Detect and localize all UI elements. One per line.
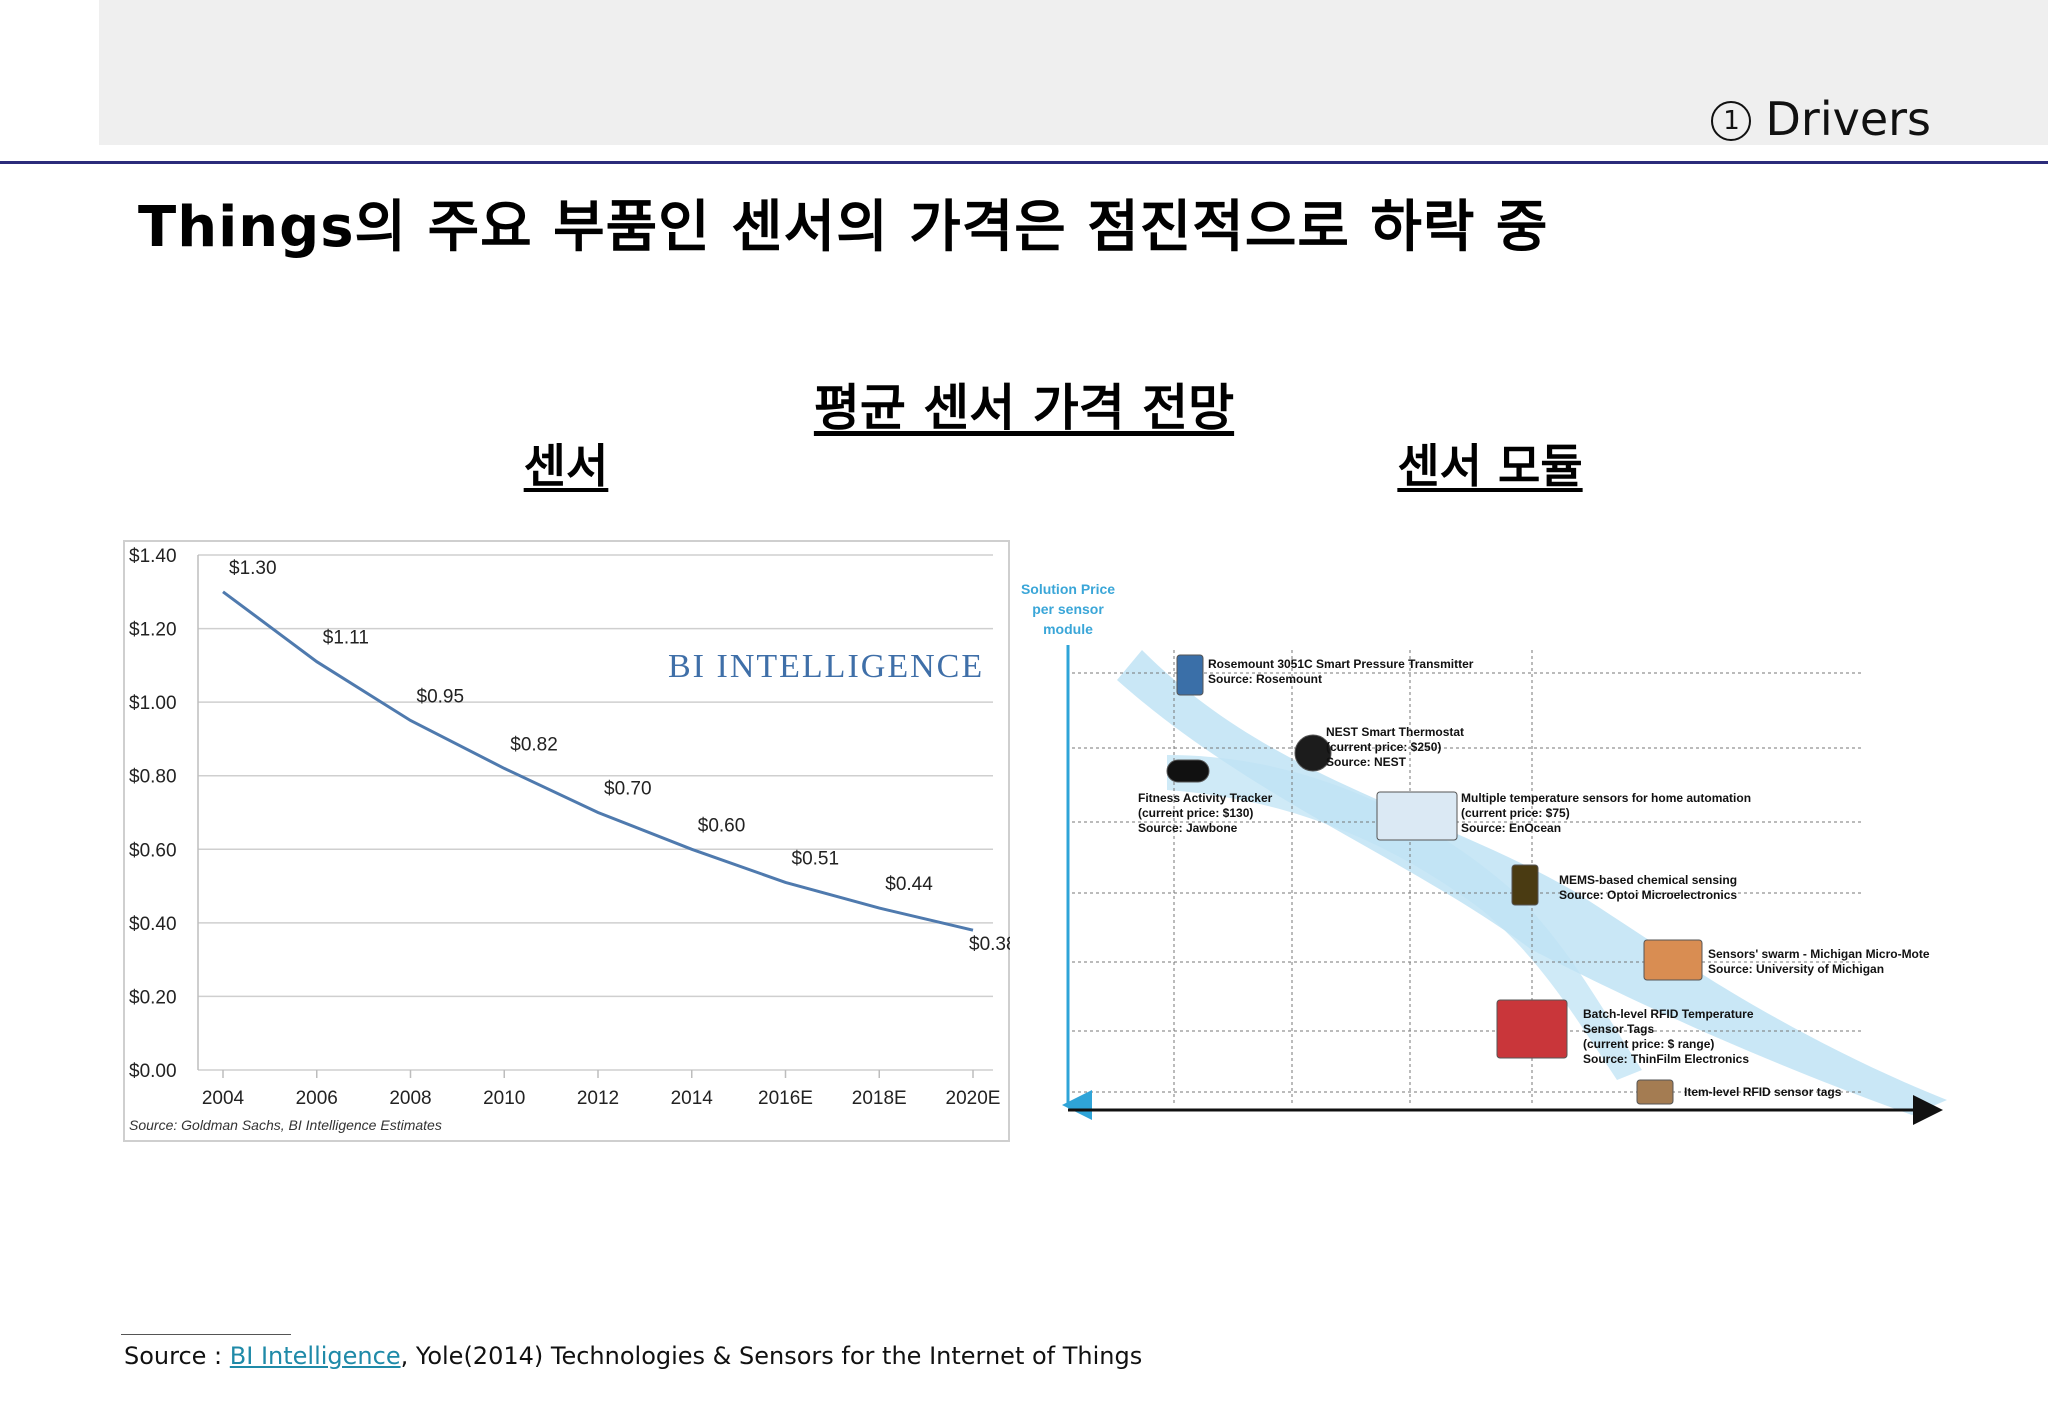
footer-prefix: Source : — [124, 1342, 230, 1370]
diagram-item-label: (current price: $ range) — [1583, 1037, 1714, 1051]
x-tick-label: 2008 — [389, 1088, 431, 1109]
fitness-tracker-icon — [1166, 759, 1210, 783]
price-series-line — [222, 590, 974, 932]
source-footer: Source : BI Intelligence, Yole(2014) Tec… — [124, 1342, 1142, 1370]
chart-frame — [123, 540, 1010, 1142]
x-tick-label: 2010 — [483, 1088, 525, 1109]
sensor-module-price-diagram: Solution Price per sensor module Rosemount … — [1021, 581, 1947, 1125]
diagram-item-label: Rosemount 3051C Smart Pressure Transmitt… — [1208, 657, 1474, 671]
diagram-item-label: MEMS-based chemical sensing — [1559, 873, 1737, 887]
section-label-text: Drivers — [1765, 92, 1931, 146]
x-tick-label: 2012 — [577, 1088, 619, 1109]
x-tick-label: 2006 — [296, 1088, 338, 1109]
data-label: $0.44 — [885, 874, 933, 895]
price-axis-label: per sensor — [1032, 601, 1104, 617]
bi-intelligence-watermark: BI INTELLIGENCE — [668, 648, 984, 685]
diagram-item-label: Source: Rosemount — [1208, 672, 1322, 686]
micro-mote-icon — [1643, 939, 1703, 981]
data-label: $0.38 — [969, 934, 1010, 955]
diagram-item-label: Source: ThinFilm Electronics — [1583, 1052, 1749, 1066]
x-tick-label: 2016E — [758, 1088, 813, 1109]
slide-headline: Things의 주요 부품인 센서의 가격은 점진적으로 하락 중 — [138, 195, 1549, 260]
diagram-item-label: Fitness Activity Tracker — [1138, 791, 1273, 805]
footer-divider — [121, 1334, 291, 1335]
pressure-transmitter-icon — [1176, 654, 1204, 696]
data-label: $0.51 — [792, 848, 840, 869]
diagram-item-label: Source: University of Michigan — [1708, 962, 1884, 976]
thermostat-icon — [1294, 734, 1332, 772]
diagram-item-label: Source: NEST — [1326, 755, 1407, 769]
diagram-item-label: Batch-level RFID Temperature — [1583, 1007, 1754, 1021]
section-label: 1 Drivers — [1711, 92, 1931, 146]
mems-chip-icon — [1511, 864, 1539, 906]
chart-source-note: Source: Goldman Sachs, BI Intelligence E… — [129, 1117, 442, 1133]
y-tick-label: $0.80 — [129, 767, 177, 788]
y-tick-label: $0.20 — [129, 987, 177, 1008]
y-tick-label: $1.20 — [129, 620, 177, 641]
rfid-temperature-tags-icon — [1496, 999, 1568, 1059]
diagram-item-label: Source: Optoi Microelectronics — [1559, 888, 1737, 902]
diagram-item-label: Item-level RFID sensor tags — [1684, 1085, 1842, 1099]
header-divider — [0, 161, 2048, 164]
left-subtitle-text: 센서 — [523, 439, 609, 493]
diagram-item-label: Sensors' swarm - Michigan Micro-Mote — [1708, 947, 1930, 961]
left-subtitle: 센서 — [426, 430, 706, 496]
diagram-item-label: Sensor Tags — [1583, 1022, 1654, 1036]
right-subtitle: 센서 모듈 — [1340, 430, 1640, 496]
y-tick-label: $1.00 — [129, 693, 177, 714]
data-label: $1.11 — [323, 628, 369, 649]
x-tick-label: 2018E — [852, 1088, 907, 1109]
footer-rest: , Yole(2014) Technologies & Sensors for … — [400, 1342, 1143, 1370]
y-tick-label: $1.40 — [129, 546, 177, 567]
y-tick-label: $0.40 — [129, 914, 177, 935]
data-label: $0.82 — [510, 734, 558, 755]
diagram-item-label: (current price: $75) — [1461, 806, 1570, 820]
home-sensors-icon — [1376, 791, 1458, 841]
diagram-item-label: (current price: $250) — [1326, 740, 1441, 754]
section-number: 1 — [1711, 101, 1752, 141]
rfid-tag-icon — [1636, 1079, 1674, 1105]
figure-title: 평균 센서 가격 전망 — [0, 368, 2048, 440]
diagram-item-label: (current price: $130) — [1138, 806, 1253, 820]
price-axis-label: Solution Price — [1021, 581, 1115, 597]
data-label: $0.95 — [417, 687, 465, 708]
bi-intelligence-link[interactable]: BI Intelligence — [229, 1342, 401, 1370]
sensor-price-line-chart: $0.00 $0.20 $0.40 $0.60 $0.80 $1.00 $1.20 $1.40… — [123, 540, 1010, 1142]
data-label: $1.30 — [229, 558, 277, 579]
diagram-item-label: Source: Jawbone — [1138, 821, 1238, 835]
y-tick-label: $0.00 — [129, 1061, 177, 1082]
y-tick-label: $0.60 — [129, 840, 177, 861]
data-label: $0.60 — [698, 815, 746, 836]
price-axis-label: module — [1043, 621, 1093, 637]
right-subtitle-text: 센서 모듈 — [1397, 439, 1583, 493]
x-tick-label: 2004 — [202, 1088, 245, 1109]
diagram-item-label: Source: EnOcean — [1461, 821, 1561, 835]
x-tick-label: 2020E — [946, 1088, 1001, 1109]
diagram-item-label: NEST Smart Thermostat — [1326, 725, 1464, 739]
diagram-item-label: Multiple temperature sensors for home au… — [1461, 791, 1751, 805]
x-tick-label: 2014 — [671, 1088, 714, 1109]
data-label: $0.70 — [604, 779, 652, 800]
figure-title-text: 평균 센서 가격 전망 — [813, 379, 1235, 437]
